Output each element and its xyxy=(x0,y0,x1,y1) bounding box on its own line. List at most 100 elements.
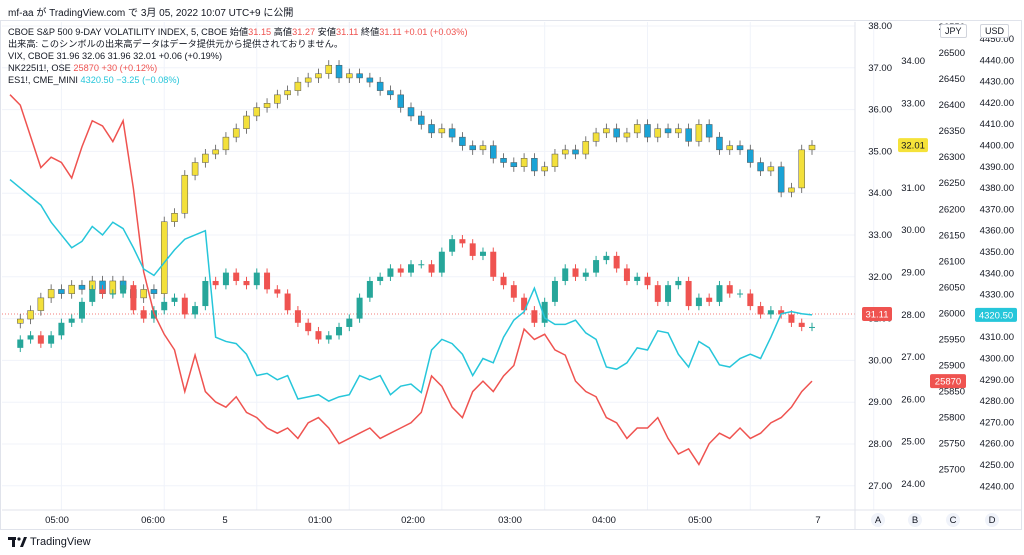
vix9d-candle xyxy=(531,310,538,323)
vix-candle xyxy=(304,77,312,83)
vix9d-candle xyxy=(222,272,229,286)
axis-letter: C xyxy=(950,515,957,526)
vix9d-candle xyxy=(418,264,425,266)
vix-candle xyxy=(695,124,703,142)
vix9d-candle xyxy=(356,297,363,319)
axis-b-tick: 31.00 xyxy=(901,183,925,194)
axis-letter: D xyxy=(989,515,996,526)
vix-candle xyxy=(37,297,45,311)
vix-candle xyxy=(675,128,682,134)
tradingview-logo-icon[interactable] xyxy=(8,537,28,549)
axis-a-tick: 36.00 xyxy=(868,105,892,116)
vix-candle xyxy=(736,145,744,151)
vix-candle xyxy=(551,153,559,167)
vix-candle xyxy=(58,289,65,294)
axis-d-tick: 4390.00 xyxy=(980,162,1014,173)
axis-a-tick: 38.00 xyxy=(868,21,892,32)
legend-high: 31.27 xyxy=(292,27,316,37)
x-tick-label: 05:00 xyxy=(688,515,712,526)
axis-d-tick: 4240.00 xyxy=(980,481,1014,492)
vix9d-candle xyxy=(140,310,147,319)
axis-d-tick: 4380.00 xyxy=(980,183,1014,194)
vix-candle xyxy=(222,136,230,151)
es-line xyxy=(9,179,813,402)
legend-close: 31.11 xyxy=(379,27,402,37)
vix9d-candle xyxy=(346,318,353,327)
axis-a-tick: 30.00 xyxy=(868,355,892,366)
vix9d-candle xyxy=(284,293,291,311)
vix9d-candle xyxy=(479,251,486,256)
axis-c-tick: 26400 xyxy=(939,100,965,111)
vix9d-candle xyxy=(449,239,456,252)
axis-d-tick: 4330.00 xyxy=(980,290,1014,301)
vix-candle xyxy=(644,124,651,138)
jpy-unit-badge[interactable]: JPY xyxy=(940,24,967,38)
vix-candle xyxy=(274,94,281,104)
vix-candle xyxy=(520,158,528,167)
vix-candle xyxy=(191,162,199,176)
vix-candle xyxy=(500,158,507,163)
vix9d-candle xyxy=(572,268,579,277)
vix-candle xyxy=(232,128,240,138)
vix-candle xyxy=(397,94,404,108)
vix9d-candle xyxy=(716,285,723,302)
axis-b-tick: 30.00 xyxy=(901,225,925,236)
axis-b-tick: 29.00 xyxy=(901,268,925,279)
vix9d-candle xyxy=(521,297,528,311)
chart-frame[interactable] xyxy=(0,20,1022,530)
vix9d-price-label: 31.11 xyxy=(865,310,888,321)
vix9d-candle xyxy=(562,268,569,281)
axis-d-tick: 4430.00 xyxy=(980,77,1014,88)
vix-candle xyxy=(78,284,86,290)
vix-candle xyxy=(356,73,363,79)
vix-candle xyxy=(335,64,343,79)
vix-candle xyxy=(582,141,590,155)
axis-a-tick: 35.00 xyxy=(868,146,892,157)
axis-b-tick: 34.00 xyxy=(901,56,925,67)
vix-candle xyxy=(253,107,261,117)
vix9d-candle xyxy=(377,276,384,281)
vix9d-candle xyxy=(233,272,240,281)
vix9d-candle xyxy=(459,239,466,244)
vix9d-candle xyxy=(17,339,24,348)
axis-c-tick: 26350 xyxy=(939,126,965,137)
vix9d-candle xyxy=(706,297,713,302)
vix9d-candle xyxy=(366,280,373,298)
x-tick-label: 5 xyxy=(222,515,227,526)
chart-legend: CBOE S&P 500 9-DAY VOLATILITY INDEX, 5, … xyxy=(8,26,468,86)
vix-candle xyxy=(428,124,435,134)
vix9d-candle xyxy=(78,301,85,319)
legend-vix9d-name: CBOE S&P 500 9-DAY VOLATILITY INDEX, 5, … xyxy=(8,27,228,37)
x-tick-label: 02:00 xyxy=(401,515,425,526)
axis-c-tick: 26500 xyxy=(939,48,965,59)
usd-unit-badge[interactable]: USD xyxy=(980,24,1010,38)
axis-d-tick: 4450.00 xyxy=(980,34,1014,45)
vix9d-candle xyxy=(438,251,445,273)
vix9d-candle xyxy=(644,276,651,286)
axis-b-tick: 28.00 xyxy=(901,310,925,321)
axis-d-tick: 4310.00 xyxy=(980,332,1014,343)
grid-layer xyxy=(2,22,875,510)
vix9d-candle xyxy=(161,301,168,311)
vix-candle xyxy=(243,115,250,129)
vix9d-candle xyxy=(428,264,435,273)
vix-candle xyxy=(603,128,610,134)
vix-candle xyxy=(541,166,548,172)
vix-candle xyxy=(459,136,466,146)
x-tick-label: 04:00 xyxy=(592,515,616,526)
vix9d-candle xyxy=(675,280,682,286)
axis-a-tick: 32.00 xyxy=(868,272,892,283)
vix9d-candle xyxy=(469,243,476,256)
vix-candle xyxy=(171,213,178,222)
nk-price-label: 25870 xyxy=(935,377,961,388)
legend-volume-note: 出来高: このシンボルの出来高データはデータ提供元から提供されておりません。 xyxy=(8,39,344,49)
vix-candle xyxy=(654,128,662,138)
vix-candle xyxy=(592,132,600,142)
vix-candle xyxy=(705,124,713,138)
legend-change: +0.01 (+0.03%) xyxy=(404,27,468,37)
axis-d-tick: 4290.00 xyxy=(980,375,1014,386)
vix9d-price-label-bg xyxy=(862,307,892,322)
vix-candle xyxy=(284,90,291,96)
vix-candle xyxy=(160,221,168,294)
